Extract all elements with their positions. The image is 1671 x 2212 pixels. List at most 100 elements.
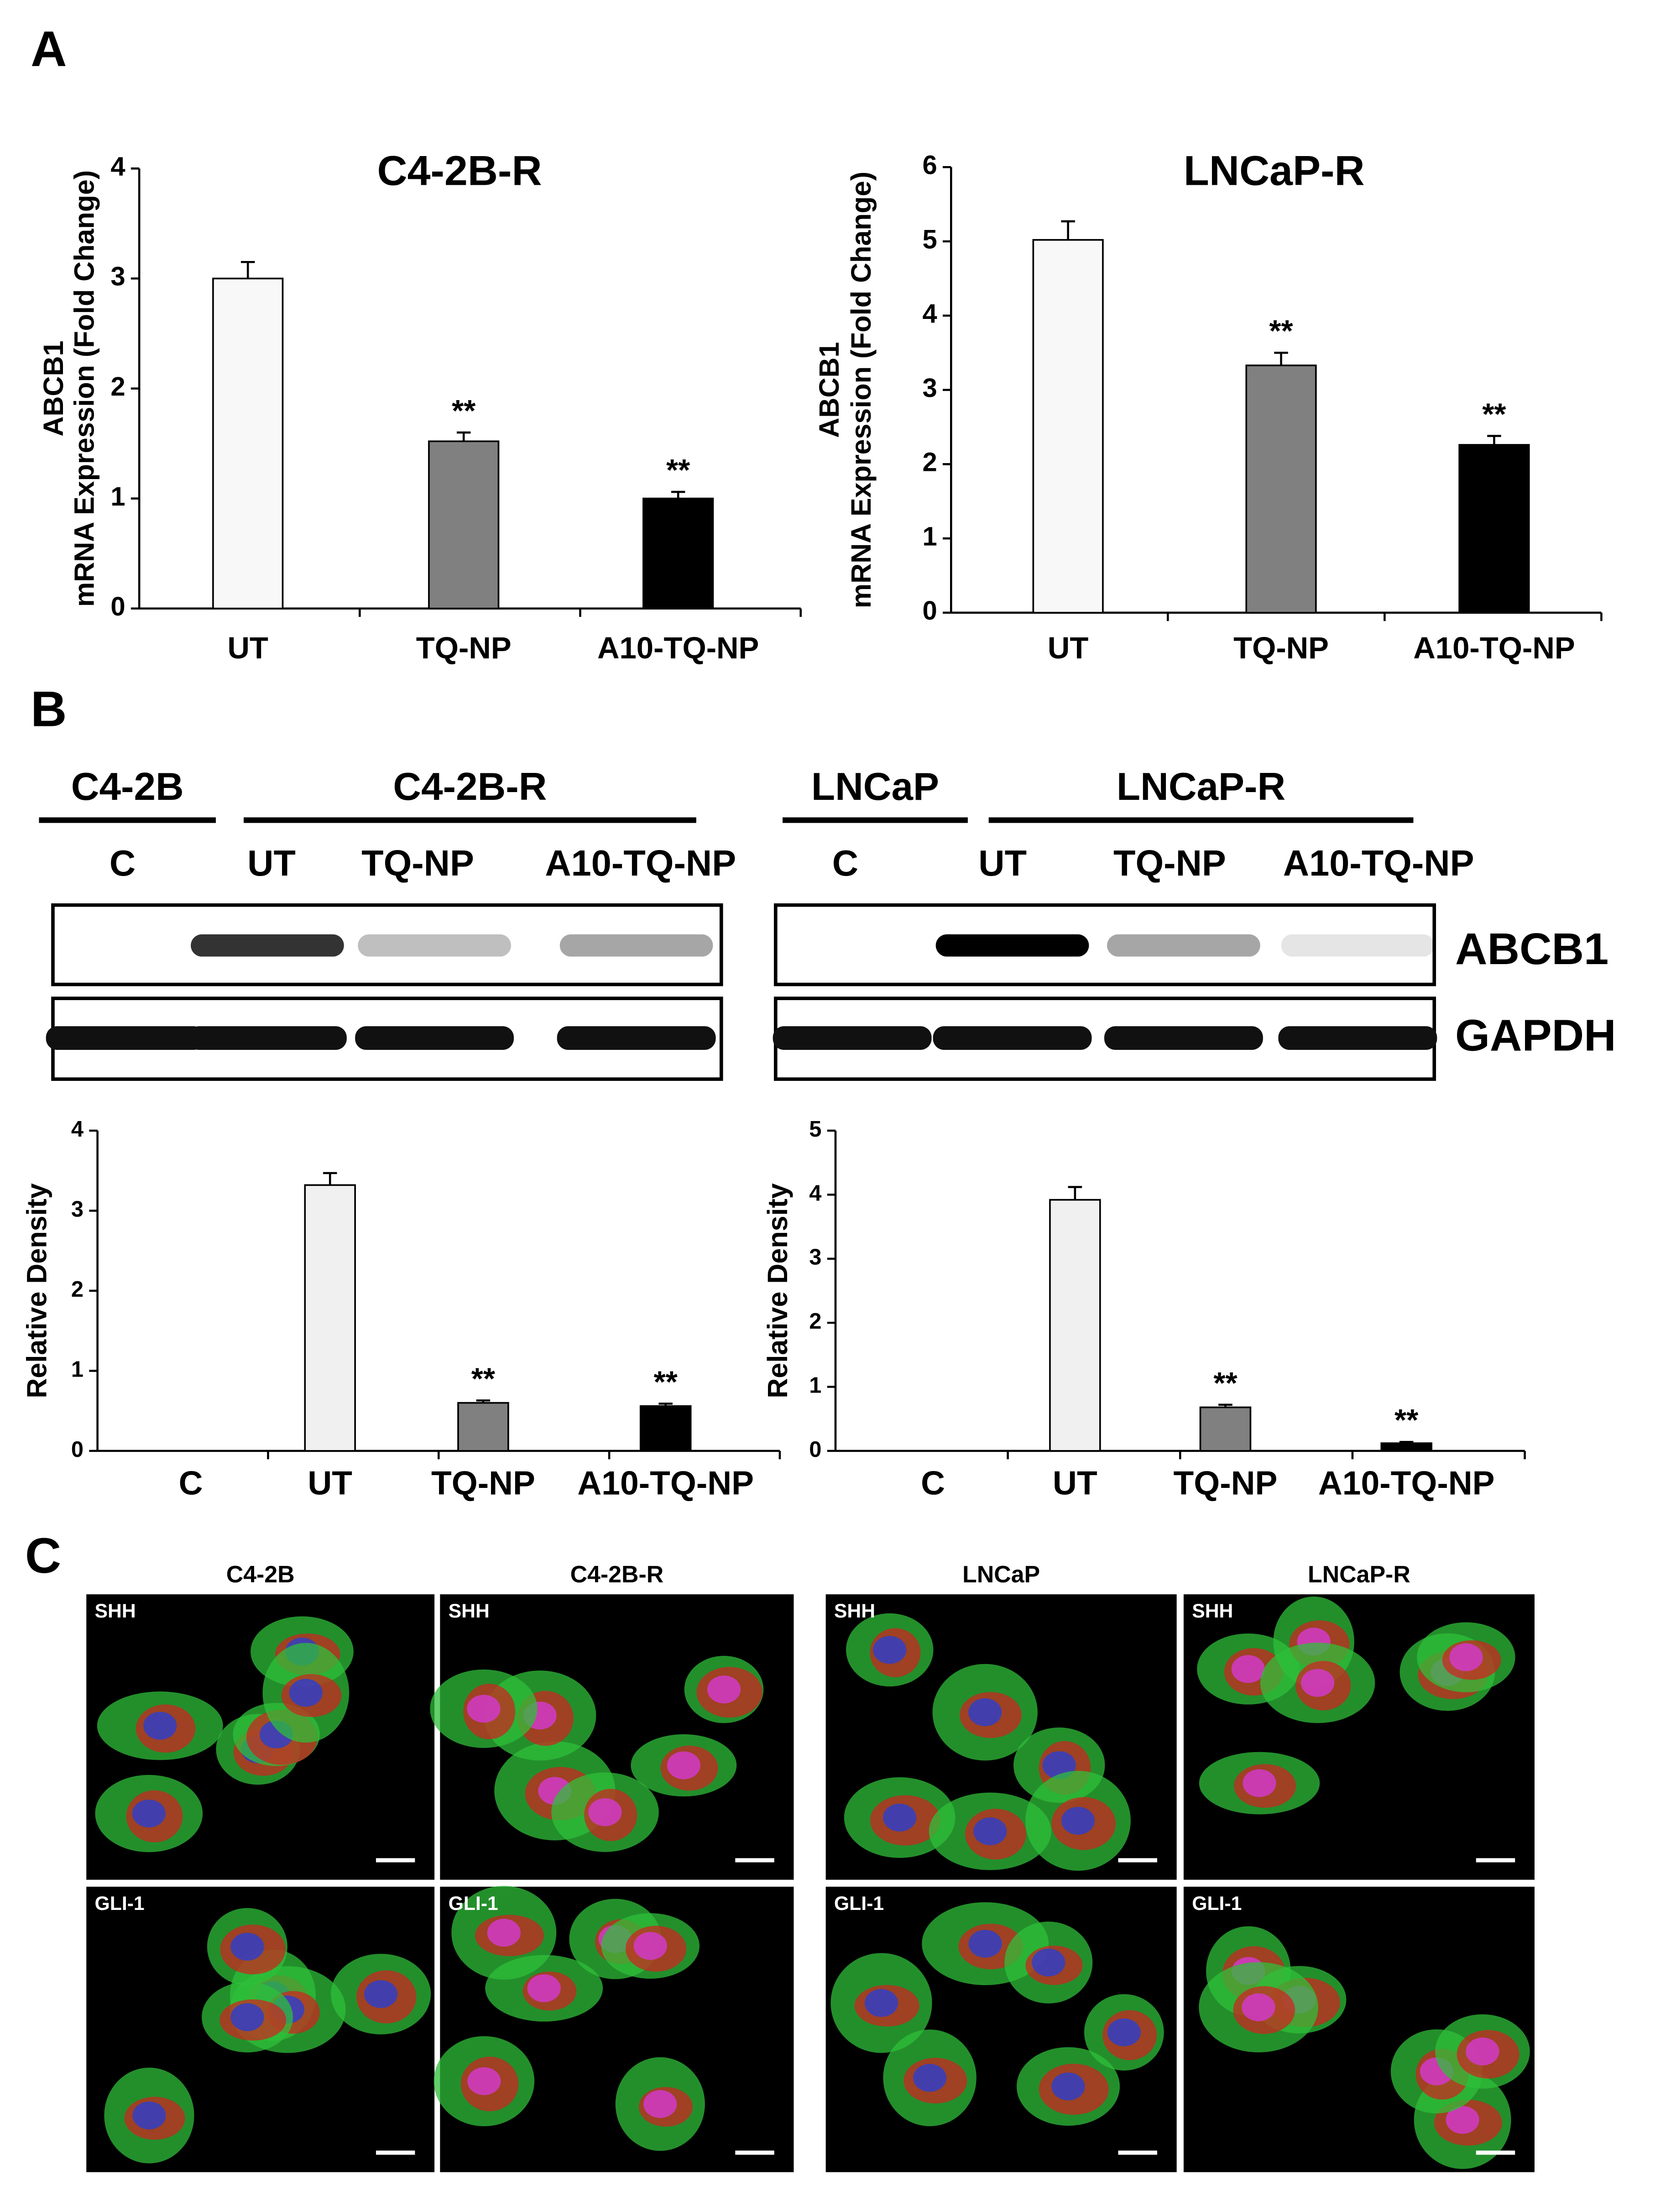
nucleus bbox=[968, 1698, 1002, 1727]
column-label: LNCaP-R bbox=[1308, 1561, 1410, 1587]
bar bbox=[457, 1402, 509, 1452]
nucleus bbox=[289, 1679, 323, 1707]
bar bbox=[1032, 239, 1104, 614]
row-label: GLI-1 bbox=[1192, 1893, 1242, 1915]
significance: ** bbox=[1269, 314, 1293, 348]
lane-label: A10-TQ-NP bbox=[545, 843, 736, 883]
nucleus bbox=[973, 1817, 1007, 1846]
significance: ** bbox=[452, 394, 476, 428]
error-bar bbox=[1399, 1440, 1414, 1444]
x-tick-label: UT bbox=[1053, 1465, 1097, 1502]
lane-label: A10-TQ-NP bbox=[1283, 843, 1474, 883]
band bbox=[1281, 934, 1435, 957]
nucleus bbox=[1242, 1993, 1275, 2021]
y-tick-label: 3 bbox=[110, 262, 125, 292]
band bbox=[188, 1026, 347, 1050]
y-tick-label: 0 bbox=[923, 596, 937, 626]
nucleus bbox=[1061, 1807, 1095, 1835]
y-tick-label: 4 bbox=[110, 152, 125, 182]
band bbox=[559, 934, 713, 957]
bar bbox=[1245, 364, 1317, 614]
y-tick-label: 4 bbox=[71, 1117, 84, 1142]
nucleus bbox=[132, 2101, 166, 2129]
bar bbox=[642, 497, 714, 610]
significance: ** bbox=[666, 453, 690, 487]
lane-label: UT bbox=[247, 843, 296, 883]
bar bbox=[212, 277, 284, 610]
column-label: LNCaP bbox=[962, 1561, 1040, 1587]
bar bbox=[1199, 1406, 1252, 1452]
chart-title: LNCaP-R bbox=[1184, 148, 1365, 194]
nucleus bbox=[913, 2064, 947, 2092]
nucleus bbox=[1243, 1769, 1276, 1797]
y-axis-label: ABCB1 bbox=[814, 342, 845, 438]
nucleus bbox=[1107, 2018, 1141, 2046]
bar bbox=[428, 440, 500, 610]
x-tick-label: A10-TQ-NP bbox=[597, 631, 759, 665]
band bbox=[935, 934, 1089, 957]
x-tick-label: UT bbox=[1048, 631, 1088, 665]
band bbox=[1104, 1026, 1263, 1050]
band bbox=[1278, 1026, 1437, 1050]
y-tick-label: 3 bbox=[71, 1197, 84, 1221]
band bbox=[557, 1026, 716, 1050]
x-tick-label: TQ-NP bbox=[1233, 631, 1329, 665]
y-tick-label: 1 bbox=[71, 1357, 84, 1382]
nucleus bbox=[487, 1919, 521, 1947]
y-tick-label: 6 bbox=[923, 151, 937, 180]
band bbox=[355, 1026, 514, 1050]
nucleus bbox=[230, 2003, 264, 2031]
chart-title: C4-2B-R bbox=[377, 148, 542, 194]
y-tick-label: 0 bbox=[71, 1437, 84, 1462]
band bbox=[1107, 934, 1260, 957]
x-tick-label: TQ-NP bbox=[431, 1465, 535, 1502]
band bbox=[191, 934, 344, 957]
nucleus bbox=[1051, 2072, 1085, 2101]
blot-group-label: LNCaP-R bbox=[1117, 765, 1285, 809]
x-tick-label: A10-TQ-NP bbox=[1413, 631, 1575, 665]
panel-label: B bbox=[31, 682, 67, 737]
nucleus bbox=[707, 1675, 741, 1704]
y-axis-label: Relative Density bbox=[762, 1183, 793, 1398]
x-tick-label: C bbox=[179, 1465, 203, 1502]
nucleus bbox=[143, 1711, 177, 1740]
x-tick-label: A10-TQ-NP bbox=[577, 1465, 754, 1502]
y-tick-label: 5 bbox=[809, 1117, 821, 1142]
panel-label: A bbox=[31, 21, 67, 77]
significance: ** bbox=[471, 1362, 496, 1396]
error-bar bbox=[240, 261, 255, 279]
x-tick-label: C bbox=[921, 1465, 945, 1502]
y-tick-label: 3 bbox=[809, 1245, 821, 1270]
row-label: GLI-1 bbox=[449, 1893, 498, 1915]
y-tick-label: 2 bbox=[110, 372, 125, 402]
y-tick-label: 0 bbox=[110, 592, 125, 621]
significance: ** bbox=[654, 1365, 678, 1399]
nucleus bbox=[527, 1974, 561, 2003]
column-label: C4-2B bbox=[226, 1561, 295, 1587]
band bbox=[358, 934, 511, 957]
x-tick-label: UT bbox=[308, 1465, 352, 1502]
blot-group-label: LNCaP bbox=[811, 765, 939, 809]
band bbox=[46, 1026, 205, 1050]
y-tick-label: 5 bbox=[923, 225, 937, 254]
band bbox=[933, 1026, 1092, 1050]
lane-label: C bbox=[832, 843, 858, 883]
y-tick-label: 3 bbox=[923, 374, 937, 403]
error-bar bbox=[456, 431, 471, 442]
significance: ** bbox=[1394, 1403, 1419, 1437]
row-label: SHH bbox=[95, 1600, 136, 1622]
nucleus bbox=[230, 1933, 264, 1961]
y-tick-label: 2 bbox=[809, 1309, 821, 1334]
nucleus bbox=[1449, 1643, 1483, 1671]
y-tick-label: 4 bbox=[809, 1181, 821, 1205]
lane-label: C bbox=[110, 843, 136, 883]
x-tick-label: A10-TQ-NP bbox=[1318, 1465, 1495, 1502]
row-label: SHH bbox=[449, 1600, 490, 1622]
row-label: SHH bbox=[1192, 1600, 1233, 1622]
y-tick-label: 1 bbox=[923, 522, 937, 551]
error-bar bbox=[1068, 1186, 1082, 1200]
blot-box bbox=[51, 903, 723, 986]
nucleus bbox=[667, 1751, 700, 1779]
